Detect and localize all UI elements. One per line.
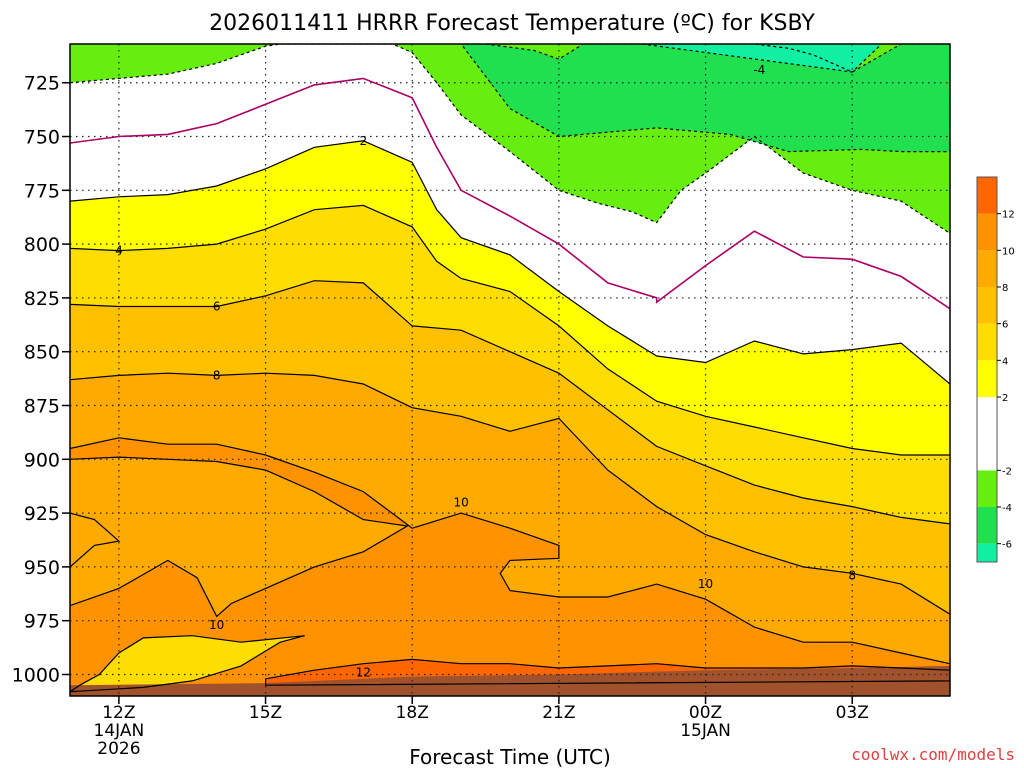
y-tick-label-1000: 1000	[12, 664, 60, 686]
contour-line-plus2	[70, 77, 950, 310]
y-tick-label-775: 775	[24, 180, 60, 202]
colorbar-tick-label--4: -4	[1002, 503, 1012, 514]
colorbar-tick-label-6: 6	[1002, 320, 1008, 331]
contour-label-plus8-0: 6	[213, 300, 221, 314]
contour-line-plus10	[70, 372, 950, 615]
band-fill-minus4	[461, 44, 950, 152]
colorbar: 12 10 8 6 4 2 -2 -4 -6	[976, 176, 1015, 563]
contour-line-layer	[70, 44, 950, 693]
contour-line-plus12-surface	[265, 658, 950, 686]
contour-line-minus6	[641, 44, 883, 73]
contour-fill-layer	[70, 44, 950, 696]
contour-line-plus8	[70, 280, 950, 525]
y-tick-label-850: 850	[24, 342, 60, 364]
contour-line-warm-core	[70, 512, 121, 568]
x-tick-label-12-1: 14JAN	[94, 721, 145, 741]
y-tick-label-825: 825	[24, 288, 60, 310]
x-tick-label-18-0: 18Z	[396, 703, 429, 723]
colorbar-tick-label-4: 4	[1002, 356, 1008, 367]
contour-label-layer: -4 2 4 6 8 8 10 10 10 12	[115, 63, 856, 680]
contour-label-plus10-1: 8	[848, 568, 856, 582]
colorbar-band-4	[977, 323, 997, 361]
contour-label-plus12-0: 10	[453, 495, 468, 509]
colorbar-band--7	[977, 543, 997, 562]
contour-line-minus2	[70, 44, 950, 234]
contour-label-plus12-1: 10	[698, 577, 713, 591]
contour-line-plus4	[70, 140, 950, 385]
contour-label-plus12-surface-0: 12	[356, 665, 371, 679]
colorbar-band-12	[977, 177, 997, 214]
contour-label-plus4-0: 2	[360, 134, 368, 148]
x-tick-label-12-0: 12Z	[102, 703, 135, 723]
colorbar-band-2	[977, 360, 997, 397]
colorbar-band-8	[977, 250, 997, 287]
chart-title: 2026011411 HRRR Forecast Temperature (ºC…	[209, 11, 815, 36]
credit-link[interactable]: coolwx.com/models	[851, 745, 1015, 764]
x-tick-label-24-1: 15JAN	[680, 721, 731, 741]
y-tick-label-875: 875	[24, 396, 60, 418]
x-tick-label-27-0: 03Z	[836, 703, 869, 723]
x-tick-label-12-2: 2026	[97, 739, 140, 759]
colorbar-frame	[976, 176, 998, 563]
colorbar-band--2	[977, 397, 997, 471]
plot-frame	[69, 43, 951, 697]
contour-label-plus6-0: 4	[115, 244, 123, 258]
grid-layer	[70, 44, 950, 696]
y-tick-label-800: 800	[24, 234, 60, 256]
colorbar-tick-label-8: 8	[1002, 283, 1008, 294]
y-tick-label-925: 925	[24, 503, 60, 525]
contour-label-plus10-0: 8	[213, 368, 221, 382]
contour-label-minus4-0: -4	[753, 63, 765, 77]
contour-line-plus12	[70, 437, 950, 665]
band-fill-cool-pocket-b	[70, 635, 305, 692]
band-fill-minus6	[70, 44, 950, 72]
x-axis-label: Forecast Time (UTC)	[409, 745, 611, 768]
colorbar-band--4	[977, 470, 997, 507]
x-tick-label-15-0: 15Z	[249, 703, 282, 723]
colorbar-band--6	[977, 507, 997, 544]
contour-line-cool-pocket-a	[70, 456, 410, 618]
y-tick-label-975: 975	[24, 611, 60, 633]
y-tick-label-750: 750	[24, 127, 60, 149]
colorbar-tick-label-10: 10	[1002, 246, 1015, 257]
colorbar-band-10	[977, 213, 997, 251]
colorbar-tick-label--6: -6	[1002, 540, 1012, 551]
y-axis: 725 750 775 800 825 850 875 900 925 950 975 1000	[12, 73, 70, 686]
colorbar-band-6	[977, 287, 997, 324]
y-tick-label-950: 950	[24, 557, 60, 579]
y-tick-label-725: 725	[24, 73, 60, 95]
contour-line-minus4	[460, 44, 950, 153]
contour-line-plus6	[70, 204, 950, 456]
terrain-fill	[70, 665, 950, 696]
contour-label-cool-pocket-a-0: 10	[209, 618, 224, 632]
x-tick-label-24-0: 00Z	[689, 703, 722, 723]
y-tick-label-900: 900	[24, 449, 60, 471]
x-tick-label-21-0: 21Z	[542, 703, 575, 723]
contour-line-cool-pocket-b	[70, 635, 305, 693]
colorbar-tick-label-2: 2	[1002, 393, 1008, 404]
colorbar-tick-label-12: 12	[1002, 210, 1015, 221]
colorbar-tick-label--2: -2	[1002, 466, 1012, 477]
